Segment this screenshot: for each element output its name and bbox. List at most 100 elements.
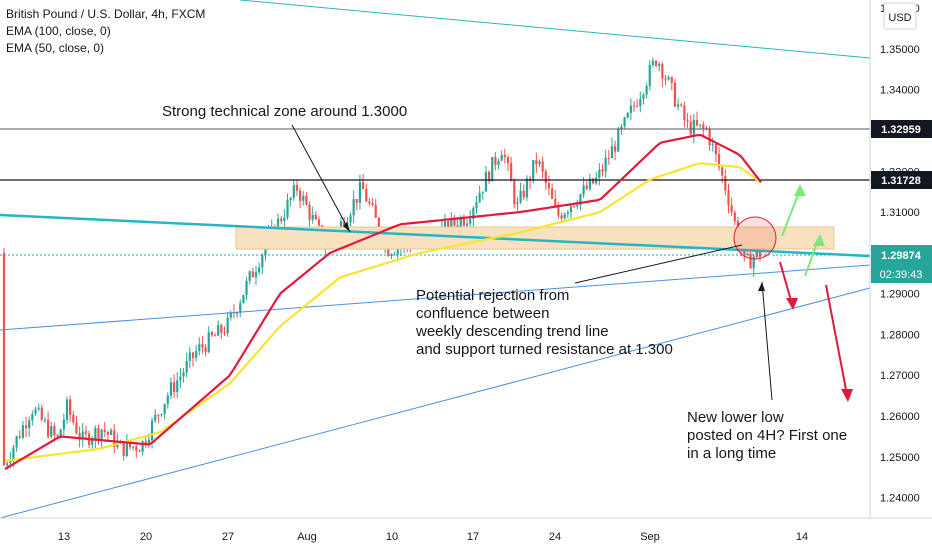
lowerlow-pointer-line	[761, 281, 773, 401]
candle-body	[758, 248, 762, 257]
candle-body	[251, 271, 254, 278]
candle-body	[50, 425, 53, 437]
price-tag-r2-text: 1.31728	[881, 175, 921, 187]
candle-body	[283, 217, 286, 222]
candle-body	[28, 420, 31, 429]
candle-body	[484, 171, 488, 192]
candle-body	[213, 335, 217, 337]
candle-body	[191, 352, 195, 358]
candle-body	[226, 317, 229, 334]
candle-body	[733, 212, 736, 222]
x-tick-label: 17	[467, 531, 479, 543]
candle-body	[510, 163, 513, 182]
rejection-line-2: confluence between	[416, 305, 549, 322]
candle-body	[689, 121, 692, 135]
y-tick-label: 1.25000	[880, 452, 920, 464]
candle-body	[585, 185, 588, 189]
candle-body	[47, 419, 50, 437]
candle-body	[551, 188, 554, 199]
candle-body	[453, 218, 456, 226]
y-tick-label: 1.26000	[880, 411, 920, 423]
candle-body	[541, 161, 544, 172]
candle-body	[81, 431, 84, 440]
candle-body	[481, 191, 484, 194]
x-tick-label: 14	[796, 531, 808, 543]
candle-body	[717, 154, 721, 168]
candle-body	[362, 182, 365, 190]
candle-body	[286, 200, 289, 218]
candle-body	[12, 447, 15, 460]
candle-body	[6, 463, 9, 466]
y-tick-label: 1.28000	[880, 329, 920, 341]
candle-body	[239, 303, 242, 313]
candle-body	[617, 128, 620, 152]
candle-body	[94, 427, 97, 440]
candle-body	[160, 414, 163, 416]
candle-body	[525, 178, 528, 198]
candle-body	[248, 271, 251, 281]
candle-body	[503, 154, 506, 158]
symbol-title[interactable]: British Pound / U.S. Dollar, 4h, FXCM	[6, 7, 206, 21]
chart-legend: British Pound / U.S. Dollar, 4h, FXCM EM…	[6, 6, 205, 57]
candle-body	[377, 217, 380, 234]
candle-body	[141, 441, 144, 452]
candle-body	[358, 182, 362, 203]
candle-body	[443, 221, 447, 228]
candle-body	[626, 113, 629, 118]
x-tick-label: 27	[222, 531, 234, 543]
current-price-text: 1.29874	[881, 250, 922, 262]
candle-body	[582, 185, 585, 195]
candle-body	[724, 175, 727, 191]
ema100-legend[interactable]: EMA (100, close, 0)	[6, 24, 111, 38]
currency-badge[interactable]	[883, 2, 917, 30]
candle-body	[746, 253, 749, 255]
candle-body	[535, 160, 538, 165]
candle-body	[598, 169, 601, 178]
candle-body	[352, 199, 355, 216]
x-tick-label: 20	[140, 531, 152, 543]
candle-body	[588, 178, 591, 189]
candle-body	[500, 154, 503, 161]
candle-body	[78, 433, 81, 440]
candle-body	[645, 85, 648, 95]
candle-body	[620, 126, 623, 129]
zone-pointer-line	[291, 124, 351, 233]
candle-body	[573, 206, 576, 208]
price-tag-r2	[871, 171, 932, 189]
currency-label: USD	[888, 12, 911, 24]
candle-body	[664, 78, 667, 80]
candle-body	[702, 124, 705, 129]
candle-body	[40, 407, 43, 420]
ema50-legend[interactable]: EMA (50, close, 0)	[6, 41, 105, 55]
candle-body	[491, 156, 494, 182]
candle-body	[610, 146, 614, 159]
candle-body	[97, 427, 100, 440]
candle-body	[245, 280, 248, 296]
candle-body	[339, 221, 343, 229]
candle-body	[185, 360, 188, 373]
candle-body	[670, 77, 673, 83]
candle-body	[755, 248, 758, 257]
candle-body	[661, 64, 664, 79]
lowerlow-pointer-arrowhead	[758, 282, 765, 291]
candle-body	[544, 171, 547, 184]
candle-body	[623, 117, 626, 127]
candle-body	[100, 429, 103, 440]
candle-body	[450, 218, 453, 233]
plot-area[interactable]	[0, 0, 870, 518]
candle-body	[135, 446, 138, 451]
candle-body	[538, 161, 541, 165]
candle-body	[311, 214, 314, 220]
candle-body	[658, 64, 661, 67]
candle-body	[563, 213, 566, 219]
candle-body	[355, 199, 358, 203]
rejection-circle	[733, 216, 777, 260]
candle-body	[469, 218, 472, 224]
candle-body	[677, 104, 680, 107]
candle-body	[667, 77, 670, 80]
candle-body	[21, 425, 24, 438]
y-tick-label: 1.31000	[880, 207, 920, 219]
candle-body	[125, 441, 128, 456]
y-tick-label: 1.34000	[880, 85, 920, 97]
